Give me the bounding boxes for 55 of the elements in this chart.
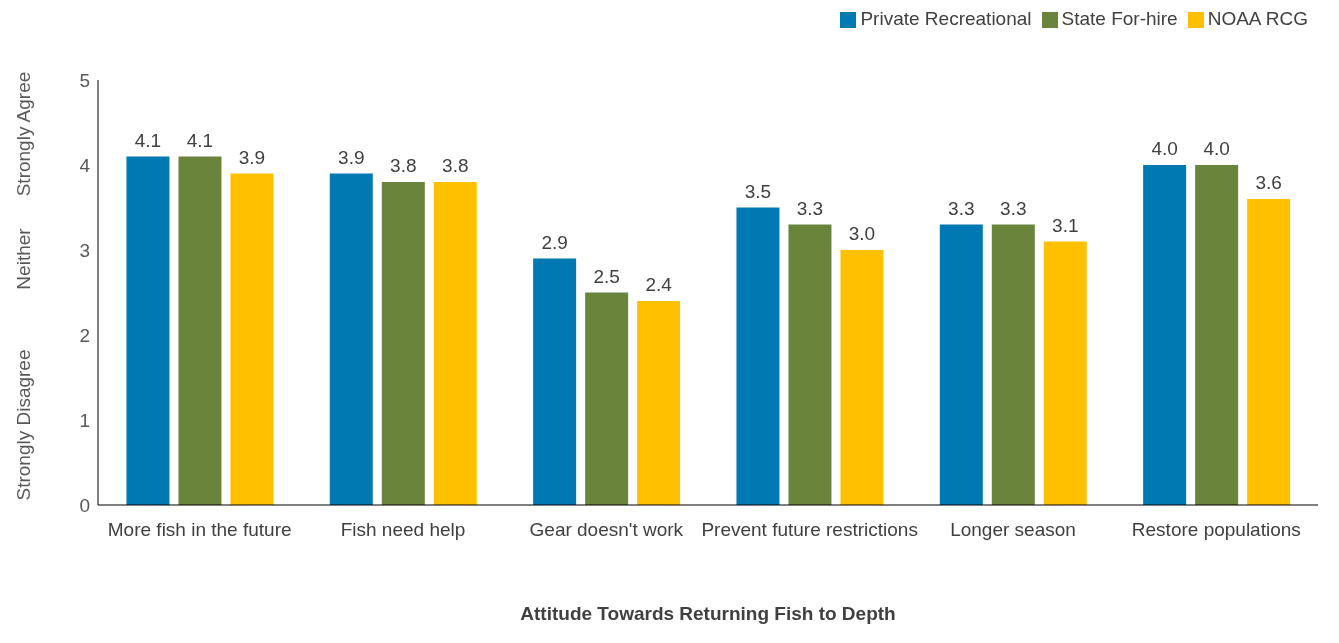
bar (788, 224, 832, 505)
data-label: 3.3 (796, 197, 824, 219)
legend-label: NOAA RCG (1207, 8, 1308, 29)
y-tick-label: 0 (79, 494, 90, 516)
y-tick-label: 3 (79, 239, 90, 261)
bar (433, 182, 477, 505)
y-tick-label: 2 (79, 324, 90, 346)
data-label: 4.0 (1203, 138, 1230, 159)
data-label: 4.1 (186, 129, 214, 151)
x-tick-label: Prevent future restrictions (701, 519, 918, 541)
bar (939, 224, 983, 505)
x-tick-label: Fish need help (340, 519, 466, 541)
bar (840, 250, 884, 505)
y-tick-label: 5 (79, 69, 90, 91)
legend-label: Private Recreational (860, 8, 1032, 29)
data-label: 2.4 (645, 274, 673, 295)
bar (533, 258, 577, 505)
legend-label: State For-hire (1061, 8, 1178, 29)
bar (736, 207, 780, 505)
x-tick-label: More fish in the future (107, 519, 292, 541)
bar (381, 182, 425, 505)
data-label: 3.0 (848, 223, 876, 244)
bar (1247, 199, 1291, 505)
bar (126, 156, 170, 505)
data-label: 3.3 (1000, 197, 1027, 219)
data-label: 3.3 (948, 197, 975, 219)
bar (1043, 241, 1087, 505)
data-label: 3.5 (744, 180, 772, 202)
data-label: 4.0 (1151, 138, 1178, 159)
data-label: 2.9 (541, 231, 568, 253)
text: Strongly Disagree (13, 349, 35, 501)
data-label: 4.1 (134, 129, 162, 151)
x-tick-label: Longer season (950, 519, 1076, 541)
bar (1143, 165, 1187, 505)
data-label: 3.9 (238, 146, 266, 168)
bar (1195, 165, 1239, 505)
y-tick-label: 4 (79, 154, 91, 176)
x-axis-title: Attitude Towards Returning Fish to Depth (520, 603, 896, 624)
bar (991, 224, 1035, 505)
x-tick-label: Gear doesn't work (529, 519, 684, 541)
data-label: 2.5 (593, 265, 620, 287)
data-label: 3.1 (1052, 214, 1079, 236)
bar (329, 173, 373, 505)
data-label: 3.8 (390, 155, 417, 176)
text: Strongly Agree (13, 71, 35, 197)
y-tick-label: 1 (79, 409, 90, 431)
data-label: 3.9 (338, 146, 365, 168)
bar (230, 173, 274, 505)
data-label: 3.6 (1255, 172, 1282, 193)
bar (178, 156, 222, 505)
data-label: 3.8 (442, 155, 469, 176)
bar (585, 292, 629, 505)
text: Neither (13, 228, 35, 290)
bar (637, 301, 681, 505)
x-tick-label: Restore populations (1131, 519, 1301, 541)
